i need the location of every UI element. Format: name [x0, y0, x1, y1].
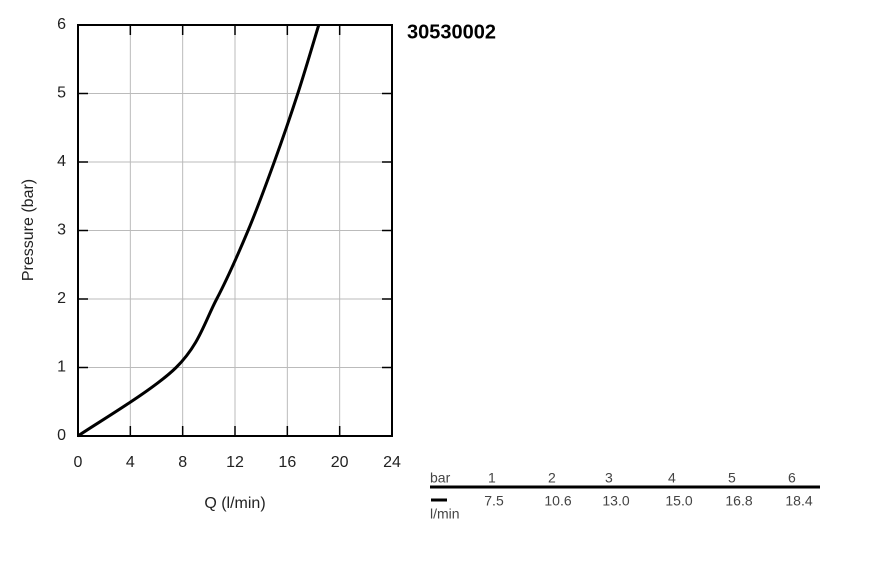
table-header-cell: 3	[605, 470, 613, 486]
plot-frame	[77, 24, 393, 437]
y-tick-label: 3	[57, 222, 66, 239]
table-row-label: l/min	[430, 506, 460, 522]
x-tick-label: 4	[126, 454, 135, 471]
y-tick-label: 1	[57, 359, 66, 376]
y-tick-label: 0	[57, 427, 66, 444]
table-cell: 18.4	[785, 493, 812, 509]
table-cell: 15.0	[665, 493, 692, 509]
x-tick-label: 0	[74, 454, 83, 471]
y-tick-label: 5	[57, 85, 66, 102]
table-cell: 10.6	[544, 493, 571, 509]
table-header-cell: bar	[430, 470, 451, 486]
table-header-cell: 2	[548, 470, 556, 486]
y-tick-label: 6	[57, 16, 66, 33]
y-tick-label: 2	[57, 290, 66, 307]
curve	[77, 24, 321, 438]
table-header-cell: 1	[488, 470, 496, 486]
x-tick-label: 20	[331, 454, 349, 471]
x-axis-label: Q (l/min)	[204, 495, 265, 512]
table-cell: 13.0	[602, 493, 629, 509]
table-header-cell: 6	[788, 470, 796, 486]
table-header-cell: 5	[728, 470, 736, 486]
y-tick-label: 4	[57, 153, 66, 170]
x-tick-label: 12	[226, 454, 244, 471]
table-cell: 16.8	[725, 493, 752, 509]
x-tick-label: 8	[178, 454, 187, 471]
table-cell: 7.5	[484, 493, 504, 509]
x-tick-label: 16	[278, 454, 296, 471]
x-tick-label: 24	[383, 454, 401, 471]
table-header-cell: 4	[668, 470, 676, 486]
y-axis-label: Pressure (bar)	[20, 179, 37, 281]
chart-title: 30530002	[407, 21, 496, 43]
